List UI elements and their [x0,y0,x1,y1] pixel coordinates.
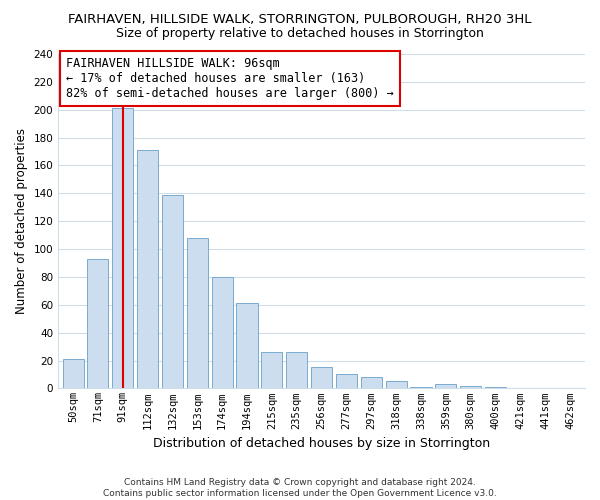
Bar [262,352,283,389]
Text: Contains HM Land Registry data © Crown copyright and database right 2024.
Contai: Contains HM Land Registry data © Crown c… [103,478,497,498]
Bar [236,304,257,388]
X-axis label: Distribution of detached houses by size in Storrington: Distribution of detached houses by size … [153,437,490,450]
Bar [311,368,332,388]
Text: FAIRHAVEN, HILLSIDE WALK, STORRINGTON, PULBOROUGH, RH20 3HL: FAIRHAVEN, HILLSIDE WALK, STORRINGTON, P… [68,12,532,26]
Bar [162,194,183,388]
Bar [112,108,133,388]
Text: FAIRHAVEN HILLSIDE WALK: 96sqm
← 17% of detached houses are smaller (163)
82% of: FAIRHAVEN HILLSIDE WALK: 96sqm ← 17% of … [66,58,394,100]
Bar [62,359,83,388]
Bar [286,352,307,389]
Bar [187,238,208,388]
Bar [410,387,431,388]
Bar [137,150,158,388]
Text: Size of property relative to detached houses in Storrington: Size of property relative to detached ho… [116,28,484,40]
Bar [336,374,357,388]
Bar [88,259,109,388]
Bar [460,386,481,388]
Bar [386,382,407,388]
Bar [435,384,457,388]
Bar [485,387,506,388]
Y-axis label: Number of detached properties: Number of detached properties [15,128,28,314]
Bar [361,377,382,388]
Bar [212,277,233,388]
